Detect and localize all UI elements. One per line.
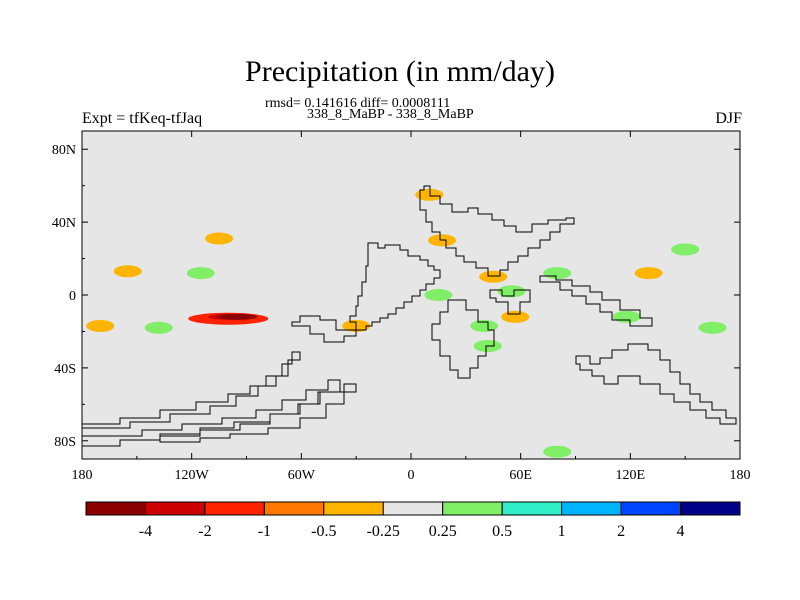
anomaly-patch xyxy=(479,270,508,283)
coastline-southeast-asia xyxy=(539,275,653,327)
y-tick-label: 80S xyxy=(54,435,76,450)
anomaly-patch xyxy=(543,445,572,458)
coastline-south-america xyxy=(291,315,357,343)
anomaly-patch xyxy=(543,267,572,280)
axis-ticks: 180 120W 60W 0 60E 120E 180 80N 40N 0 40S 80S xyxy=(52,131,751,483)
anomaly-patch xyxy=(612,310,641,323)
anomaly-patch xyxy=(424,289,453,301)
anomaly-patch xyxy=(415,188,444,201)
x-tick-label: 120E xyxy=(616,468,646,483)
anomaly-patch xyxy=(501,310,530,323)
anomaly-patch xyxy=(144,321,173,334)
colorbar-swatch xyxy=(382,501,444,516)
anomaly-patch xyxy=(217,313,258,320)
plot-background xyxy=(82,131,740,459)
y-tick-label: 0 xyxy=(69,289,76,304)
season-label: DJF xyxy=(715,110,742,127)
colorbar-label: -0.25 xyxy=(367,523,400,540)
colorbar-swatch xyxy=(561,501,622,516)
x-tick-label: 0 xyxy=(408,468,415,483)
x-tick-label: 60E xyxy=(509,468,532,483)
colorbar-swatch xyxy=(323,501,384,516)
chart-subtitle: 338_8_MaBP - 338_8_MaBP xyxy=(307,107,474,122)
anomaly-patch xyxy=(86,319,115,332)
anomaly-patch xyxy=(186,267,215,280)
colorbar-swatch xyxy=(501,501,563,516)
colorbar-label: -4 xyxy=(139,523,152,540)
coastline-africa xyxy=(431,299,495,379)
coastline-south-3 xyxy=(159,383,357,443)
x-tick-label: 60W xyxy=(288,468,316,483)
colorbar-label: 0.25 xyxy=(429,523,457,540)
anomaly-patch xyxy=(634,267,663,280)
chart-title: Precipitation (in mm/day) xyxy=(245,55,555,88)
x-tick-label: 180 xyxy=(730,468,751,483)
y-tick-label: 40S xyxy=(54,362,76,377)
colorbar-swatch xyxy=(680,501,741,516)
experiment-label: Expt = tfKeq-tfJaq xyxy=(82,110,203,127)
colorbar-label: -1 xyxy=(258,523,271,540)
colorbar-swatch xyxy=(85,501,146,516)
anomaly-patch xyxy=(497,285,526,298)
stats-line: rmsd= 0.141616 diff= 0.0008111 xyxy=(265,96,451,111)
colorbar-swatch xyxy=(442,501,503,516)
colorbar-swatch xyxy=(263,501,325,516)
colorbar: -4 -2 -1 -0.5 -0.25 0.25 0.5 1 2 4 xyxy=(85,501,741,540)
colorbar-label: 4 xyxy=(677,523,685,540)
anomaly-patch xyxy=(205,232,234,245)
anomaly-patch xyxy=(113,265,142,278)
colorbar-swatch xyxy=(144,501,206,516)
coastline-north-america xyxy=(349,242,441,331)
coastline-arabia-india xyxy=(489,289,531,315)
colorbar-label: -0.5 xyxy=(311,523,336,540)
coastline-layer xyxy=(82,185,737,447)
anomaly-patch xyxy=(671,243,700,256)
y-tick-label: 40N xyxy=(52,216,76,231)
x-tick-label: 120W xyxy=(175,468,210,483)
coastline-eurasia xyxy=(419,185,575,277)
anomaly-patch xyxy=(470,319,499,332)
coastline-australia xyxy=(575,343,737,425)
anomaly-patch xyxy=(698,321,727,334)
x-tick-label: 180 xyxy=(72,468,93,483)
y-tick-label: 80N xyxy=(52,143,76,158)
colorbar-swatch xyxy=(204,501,265,516)
colorbar-label: 2 xyxy=(617,523,625,540)
colorbar-label: -2 xyxy=(198,523,211,540)
colorbar-swatch xyxy=(620,501,682,516)
coastline-south-1 xyxy=(82,351,301,429)
colorbar-label: 1 xyxy=(558,523,566,540)
colorbar-label: 0.5 xyxy=(492,523,512,540)
